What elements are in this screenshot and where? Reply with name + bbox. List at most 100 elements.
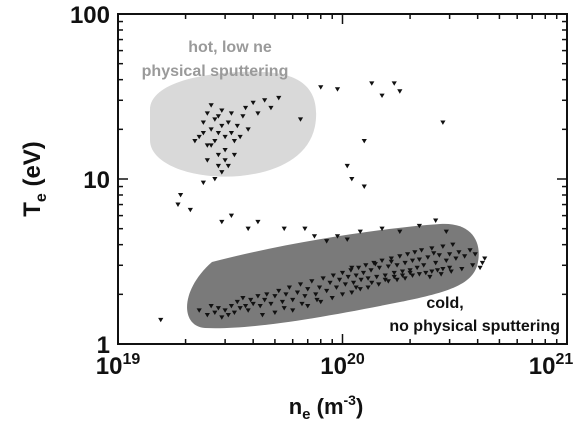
data-point — [479, 260, 486, 266]
data-point — [231, 310, 238, 315]
data-point — [237, 306, 243, 311]
data-point — [299, 301, 305, 307]
data-point — [334, 234, 341, 239]
data-point — [342, 282, 348, 287]
data-point — [320, 276, 326, 281]
data-point — [450, 242, 456, 248]
data-point — [281, 226, 287, 232]
data-point — [397, 254, 403, 259]
data-point — [402, 260, 408, 266]
data-point — [222, 308, 228, 313]
data-point — [305, 303, 311, 309]
data-point — [222, 147, 228, 153]
data-point — [385, 279, 391, 284]
data-point — [234, 299, 240, 305]
data-point — [316, 285, 323, 290]
data-point — [448, 269, 454, 274]
data-point — [329, 296, 335, 301]
data-point — [339, 292, 346, 297]
data-point — [440, 244, 446, 249]
data-point — [268, 301, 274, 307]
data-point — [467, 248, 473, 253]
data-point — [433, 218, 439, 223]
data-point — [305, 287, 311, 292]
data-point — [231, 138, 238, 144]
data-point — [225, 163, 231, 169]
data-point — [394, 277, 400, 283]
data-point — [443, 229, 449, 234]
data-point — [379, 258, 385, 264]
data-point — [219, 315, 225, 320]
data-point — [482, 256, 488, 261]
data-point — [405, 252, 411, 257]
data-point — [416, 223, 422, 229]
data-point — [423, 270, 429, 276]
data-point — [212, 117, 218, 122]
data-point — [376, 265, 382, 271]
data-point — [391, 81, 397, 86]
data-point — [268, 105, 274, 111]
data-point — [447, 252, 453, 257]
data-point — [421, 263, 427, 268]
data-point — [302, 294, 308, 299]
data-point — [204, 312, 210, 318]
data-point — [177, 192, 184, 198]
data-point — [262, 98, 268, 103]
y-tick-label: 10 — [83, 167, 110, 194]
data-point — [456, 250, 462, 255]
data-point — [196, 134, 202, 140]
data-point — [388, 259, 394, 265]
data-point — [360, 270, 367, 276]
data-point — [204, 143, 210, 148]
data-point — [245, 127, 251, 132]
data-point — [276, 288, 282, 294]
data-point — [470, 263, 476, 268]
data-point — [302, 226, 308, 232]
data-point — [242, 105, 249, 111]
data-point — [257, 303, 263, 309]
data-point — [434, 268, 441, 273]
hot-region-label-line1: hot, low ne — [188, 39, 272, 56]
region-layer — [150, 71, 479, 329]
data-point — [416, 257, 422, 262]
data-point — [453, 256, 459, 261]
data-point — [353, 285, 359, 290]
data-point — [219, 108, 225, 113]
data-point — [344, 237, 350, 242]
data-point — [369, 81, 375, 86]
data-point — [443, 258, 449, 264]
data-point — [409, 273, 416, 278]
data-point — [438, 272, 444, 277]
data-point — [240, 296, 246, 301]
data-point — [365, 276, 371, 281]
data-point — [309, 279, 315, 284]
axis-ticks: 1 10 100 1019 1020 1021 — [70, 2, 573, 380]
data-point — [436, 253, 442, 258]
data-point — [412, 250, 418, 255]
data-point — [399, 273, 406, 278]
data-point — [429, 269, 435, 274]
data-point — [361, 138, 367, 144]
data-point — [416, 272, 422, 277]
data-point — [259, 312, 266, 318]
data-point — [255, 294, 261, 299]
data-point — [357, 229, 363, 234]
data-point — [357, 287, 363, 292]
data-point — [225, 120, 231, 125]
data-point — [297, 282, 304, 287]
data-point — [212, 138, 218, 144]
data-point — [297, 117, 304, 122]
data-point — [318, 85, 324, 90]
y-tick-label: 1 — [97, 332, 110, 359]
data-point — [222, 158, 228, 163]
data-point — [228, 303, 235, 309]
data-point — [344, 163, 350, 169]
data-point — [418, 248, 425, 253]
data-point — [204, 111, 210, 116]
data-point — [283, 292, 289, 297]
x-tick-label: 1019 — [96, 351, 141, 380]
data-point — [402, 276, 408, 281]
data-point — [376, 282, 382, 287]
data-point — [225, 312, 231, 318]
